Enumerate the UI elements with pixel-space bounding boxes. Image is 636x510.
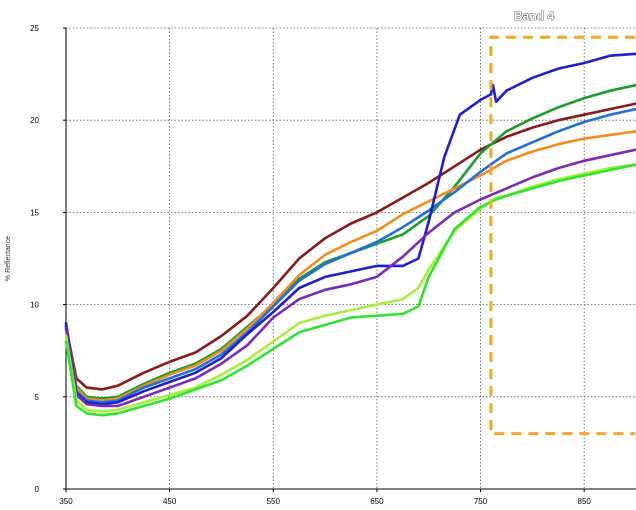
y-tick-label: 25 (30, 24, 39, 33)
series-line-4 (64, 107, 636, 404)
x-tick-label: 650 (370, 497, 384, 506)
y-tick-label: 5 (35, 393, 40, 402)
y-tick-label: 15 (30, 208, 39, 217)
plot-area (66, 28, 636, 489)
series-line-2 (64, 83, 636, 400)
y-axis-title: % Reflectance (5, 236, 12, 281)
band-4-box (489, 35, 635, 436)
series-line-3 (64, 130, 636, 402)
series-line-1 (64, 102, 636, 391)
y-tick-label: 0 (35, 485, 40, 494)
x-tick-label: 350 (59, 497, 73, 506)
y-tick-label: 20 (30, 116, 39, 125)
series-line-6 (64, 148, 636, 408)
x-tick-label: 850 (578, 497, 592, 506)
x-tick-label: 550 (267, 497, 281, 506)
band-4-label: Band 4 (514, 9, 554, 23)
x-tick-label: 750 (474, 497, 488, 506)
series-line-8 (64, 163, 636, 417)
y-tick-label: 10 (30, 301, 39, 310)
x-tick-label: 450 (163, 497, 177, 506)
